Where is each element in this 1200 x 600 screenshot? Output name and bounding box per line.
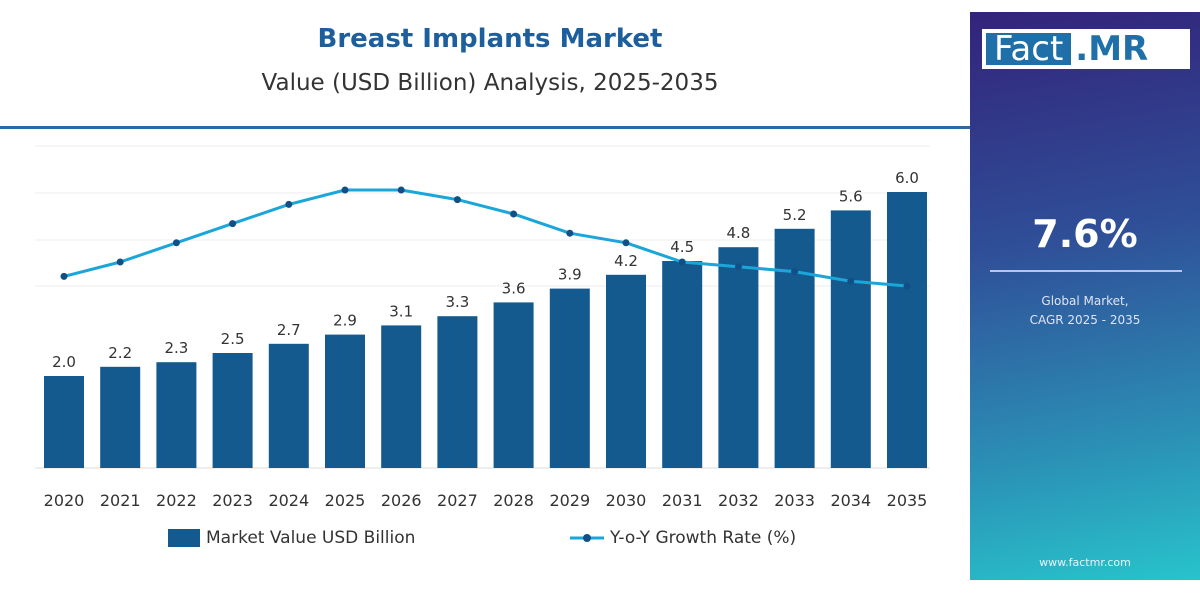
bar-value-label: 2.0 (52, 353, 76, 371)
bar-value-label: 3.1 (389, 302, 413, 320)
bar-value-label: 2.5 (221, 330, 245, 348)
legend-label: Market Value USD Billion (206, 528, 416, 548)
bar-2035 (887, 192, 927, 468)
logo-text: .MR (1075, 29, 1149, 69)
legend-line-swatch (570, 534, 604, 542)
legend-item-growth-rate: Y-o-Y Growth Rate (%) (570, 528, 796, 548)
bar-2020 (44, 376, 84, 468)
logo-text: Fact (986, 32, 1072, 66)
bar-value-label: 4.8 (726, 224, 750, 242)
cagr-value: 7.6% (1032, 212, 1138, 256)
side-panel: Fact .MR 7.6% Global Market, CAGR 2025 -… (970, 12, 1200, 580)
growth-point-2030 (622, 239, 630, 247)
bar-2030 (606, 274, 646, 468)
panel-divider (990, 270, 1182, 272)
bar-value-label: 3.3 (445, 293, 469, 311)
growth-point-2032 (734, 263, 742, 271)
bar-value-label: 5.6 (839, 187, 863, 205)
growth-rate-line (63, 188, 908, 288)
x-tick-label: 2022 (156, 491, 197, 510)
x-tick-label: 2033 (774, 491, 815, 510)
growth-point-2031 (678, 258, 686, 266)
x-tick-label: 2029 (549, 491, 590, 510)
bar-2029 (549, 288, 590, 468)
bar-value-label: 2.3 (164, 339, 188, 357)
bar-2025 (325, 334, 365, 468)
growth-point-2020 (60, 272, 68, 280)
growth-point-2025 (341, 186, 349, 194)
bar-value-label: 3.9 (558, 266, 582, 284)
growth-point-2021 (116, 258, 124, 266)
x-tick-label: 2025 (325, 491, 366, 510)
growth-point-2026 (397, 186, 405, 194)
growth-point-2024 (285, 200, 293, 208)
x-tick-label: 2032 (718, 491, 759, 510)
legend-bar-swatch (168, 529, 200, 547)
bar-2024 (268, 343, 309, 468)
bar-value-label: 5.2 (783, 206, 807, 224)
growth-point-2023 (229, 220, 237, 228)
bar-2028 (493, 302, 534, 468)
cagr-label-line: CAGR 2025 - 2035 (1029, 313, 1141, 327)
x-tick-label: 2034 (830, 491, 871, 510)
factmr-logo: Fact .MR (982, 29, 1190, 69)
growth-point-2033 (791, 268, 799, 276)
x-tick-label: 2026 (381, 491, 422, 510)
bar-2032 (718, 247, 759, 468)
bar-value-label: 4.2 (614, 252, 638, 270)
bar-2033 (774, 228, 815, 468)
x-tick-label: 2021 (100, 491, 141, 510)
bar-value-label: 4.5 (670, 238, 694, 256)
growth-point-2028 (510, 210, 518, 218)
bar-value-label: 6.0 (895, 169, 919, 187)
legend-item-market-value: Market Value USD Billion (168, 528, 415, 548)
x-tick-label: 2028 (493, 491, 534, 510)
x-tick-label: 2030 (606, 491, 647, 510)
website-url: www.factmr.com (1039, 556, 1131, 569)
bar-2031 (662, 261, 703, 468)
legend-label: Y-o-Y Growth Rate (%) (610, 528, 797, 548)
growth-point-2035 (903, 282, 911, 290)
bar-line-chart: 2.0 2020 2.2 2021 2.3 2022 2.5 2023 2.7 2024 2.9 20… (35, 145, 930, 510)
bar-2034 (830, 210, 871, 468)
growth-point-2027 (453, 196, 461, 204)
cagr-label: Global Market, CAGR 2025 - 2035 (970, 292, 1200, 330)
bar-2027 (437, 316, 478, 468)
x-tick-label: 2023 (212, 491, 253, 510)
x-tick-label: 2024 (268, 491, 309, 510)
bar-2023 (212, 353, 253, 468)
bar-2021 (100, 366, 141, 468)
x-tick-label: 2031 (662, 491, 703, 510)
bar-value-label: 2.9 (333, 312, 357, 330)
cagr-label-line: Global Market, (1041, 294, 1129, 308)
x-tick-label: 2020 (44, 491, 85, 510)
x-tick-label: 2035 (887, 491, 928, 510)
x-tick-label: 2027 (437, 491, 478, 510)
chart-subtitle: Value (USD Billion) Analysis, 2025-2035 (261, 70, 719, 96)
bar-value-label: 2.7 (277, 321, 301, 339)
chart-title: Breast Implants Market (317, 24, 663, 54)
chart-area: Breast Implants Market Value (USD Billio… (0, 24, 970, 548)
bar-2026 (381, 325, 422, 468)
bar-2022 (156, 362, 197, 468)
growth-point-2022 (172, 239, 180, 247)
bar-value-label: 3.6 (502, 279, 526, 297)
bar-value-label: 2.2 (108, 344, 132, 362)
growth-point-2034 (847, 277, 855, 285)
header-divider (0, 126, 970, 129)
growth-point-2029 (566, 229, 574, 237)
